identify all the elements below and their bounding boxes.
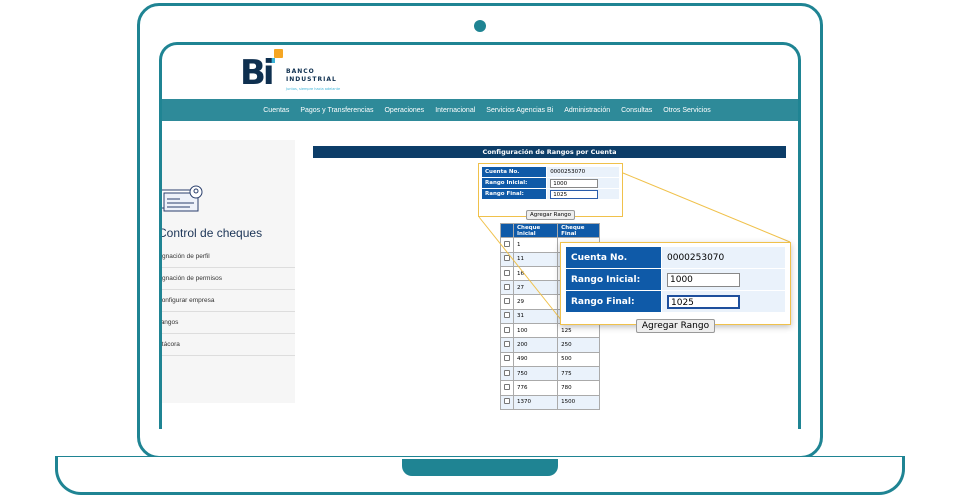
logo-square-orange [274,49,283,58]
sidebar-item-asignacion-perfil[interactable]: Asignación de perfil [162,246,295,268]
nav-internacional[interactable]: Internacional [435,106,476,114]
row-checkbox[interactable] [504,255,510,262]
sidebar-item-configurar-empresa[interactable]: Configurar empresa [162,290,295,312]
screen: Bi BANCO INDUSTRIAL Juntos, siempre haci… [159,42,801,429]
row-checkbox[interactable] [504,312,510,319]
row-checkbox[interactable] [504,298,510,305]
zoom-end-label: Rango Final: [566,291,661,312]
zoom-start-label: Rango Inicial: [566,269,661,290]
cheque-icon [162,185,203,212]
nav-administracion[interactable]: Administración [564,106,611,114]
cheque-inicial: 1370 [512,394,559,410]
row-checkbox[interactable] [504,398,510,405]
col-cheque-final: Cheque Final [557,222,600,239]
nav-consultas[interactable]: Consultas [621,106,653,114]
camera-icon [474,20,486,32]
cheque-final: 775 [557,365,600,382]
table-row: 490 500 [500,351,600,367]
row-checkbox[interactable] [504,269,510,276]
cheque-inicial: 1 [512,237,559,253]
start-range-input[interactable]: 1000 [550,178,599,188]
zoom-end-range-input[interactable]: 1025 [667,294,740,309]
nav-pagos[interactable]: Pagos y Transferencias [300,106,374,114]
nav-cuentas[interactable]: Cuentas [263,106,290,114]
cheque-inicial: 11 [512,251,559,267]
row-checkbox[interactable] [504,283,510,290]
sidebar-item-rangos[interactable]: Rangos [162,312,295,334]
zoom-account-number: 0000253070 [662,247,785,268]
row-checkbox[interactable] [504,240,510,247]
row-checkbox[interactable] [504,383,510,390]
account-number: 0000253070 [547,167,619,177]
nav-operaciones[interactable]: Operaciones [384,106,425,114]
row-checkbox[interactable] [504,355,510,362]
sidebar-title: Control de cheques [159,226,263,240]
zoomed-range-form: Cuenta No. 0000253070 Rango Inicial: 1000 … [560,242,791,333]
page-title: Configuración de Rangos por Cuenta [313,146,786,158]
zoom-connector-lines [478,172,791,322]
row-checkbox[interactable] [504,326,510,333]
row-checkbox[interactable] [504,341,510,348]
zoom-add-range-button[interactable]: Agregar Rango [635,319,716,333]
table-row: 1370 1500 [500,394,600,410]
table-row: 100 125 [500,323,600,339]
add-range-button[interactable]: Agregar Rango [525,210,576,220]
nav-servicios-agencias[interactable]: Servicios Agencias Bi [486,106,554,114]
laptop-notch [402,459,558,476]
table-row: 750 775 [500,365,600,382]
nav-otros-servicios[interactable]: Otros Servicios [663,106,711,114]
cheque-final: 1500 [557,394,600,410]
row-checkbox[interactable] [504,369,510,376]
bank-name-line1: BANCO [286,68,315,75]
row-select[interactable] [500,280,514,296]
sidebar-item-bitacora[interactable]: Bitácora [162,334,295,356]
tagline: Juntos, siempre hacia adelante [286,87,341,91]
zoom-account-label: Cuenta No. [566,247,661,268]
end-label: Rango Final: [482,189,547,199]
start-label: Rango Inicial: [482,178,547,188]
range-form: Cuenta No. 0000253070 Rango Inicial: 1000 … [478,163,623,220]
zoom-start-range-input[interactable]: 1000 [667,272,740,287]
account-label: Cuenta No. [482,167,547,177]
end-range-input[interactable]: 1025 [550,189,599,199]
bank-name-line2: INDUSTRIAL [286,76,337,83]
logo-square-cyan [270,58,275,63]
col-cheque-inicial: Cheque Inicial [512,222,559,239]
sidebar-item-asignacion-permisos[interactable]: Asignación de permisos [162,268,295,290]
main-nav: Cuentas Pagos y Transferencias Operacion… [162,99,798,121]
logo-mark: Bi [240,53,275,93]
row-select[interactable] [500,394,514,410]
cheque-final: 250 [557,337,600,353]
sidebar: Control de cheques Asignación de perfil … [162,140,295,403]
bank-logo[interactable]: Bi BANCO INDUSTRIAL Juntos, siempre haci… [240,49,360,95]
